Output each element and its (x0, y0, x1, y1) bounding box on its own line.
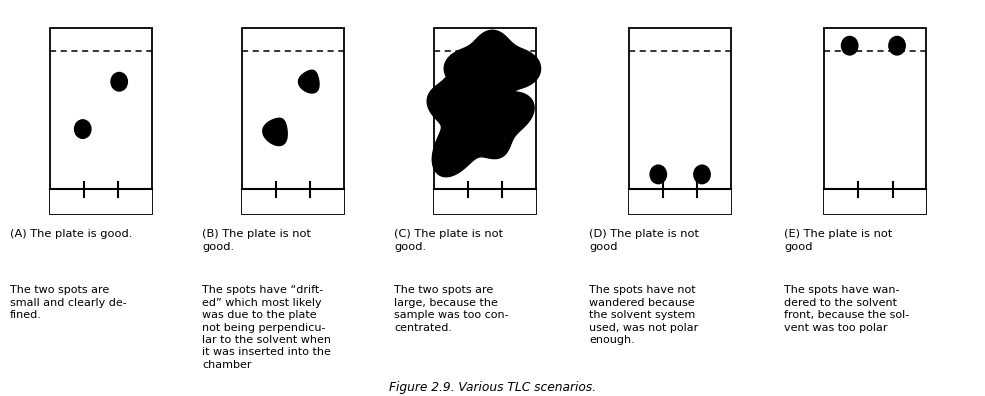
Text: (C) The plate is not
good.: (C) The plate is not good. (394, 229, 503, 251)
Bar (50, 28, 152, 213)
Text: (D) The plate is not
good: (D) The plate is not good (589, 229, 699, 251)
Bar (824, 189, 926, 213)
Bar (434, 28, 536, 213)
Circle shape (111, 72, 127, 91)
Text: Figure 2.9. Various TLC scenarios.: Figure 2.9. Various TLC scenarios. (389, 381, 596, 394)
Bar (50, 189, 152, 213)
Text: The two spots are
large, because the
sample was too con-
centrated.: The two spots are large, because the sam… (394, 285, 508, 333)
Polygon shape (427, 60, 534, 177)
Bar (434, 189, 536, 213)
Circle shape (693, 165, 710, 184)
Circle shape (75, 120, 91, 138)
Bar (629, 189, 731, 213)
Text: (A) The plate is good.: (A) The plate is good. (10, 229, 132, 239)
Polygon shape (298, 70, 319, 93)
Bar (242, 189, 344, 213)
Circle shape (841, 36, 858, 55)
Bar (242, 28, 344, 213)
Polygon shape (444, 30, 541, 129)
Text: (E) The plate is not
good: (E) The plate is not good (784, 229, 892, 251)
Text: The spots have wan-
dered to the solvent
front, because the sol-
vent was too po: The spots have wan- dered to the solvent… (784, 285, 909, 333)
Polygon shape (263, 118, 288, 146)
Text: The spots have “drift-
ed” which most likely
was due to the plate
not being perp: The spots have “drift- ed” which most li… (202, 285, 331, 370)
Circle shape (650, 165, 667, 184)
Bar (629, 28, 731, 213)
Text: (B) The plate is not
good.: (B) The plate is not good. (202, 229, 311, 251)
Bar (824, 28, 926, 213)
Circle shape (888, 36, 905, 55)
Text: The spots have not
wandered because
the solvent system
used, was not polar
enoug: The spots have not wandered because the … (589, 285, 698, 345)
Text: The two spots are
small and clearly de-
fined.: The two spots are small and clearly de- … (10, 285, 127, 320)
